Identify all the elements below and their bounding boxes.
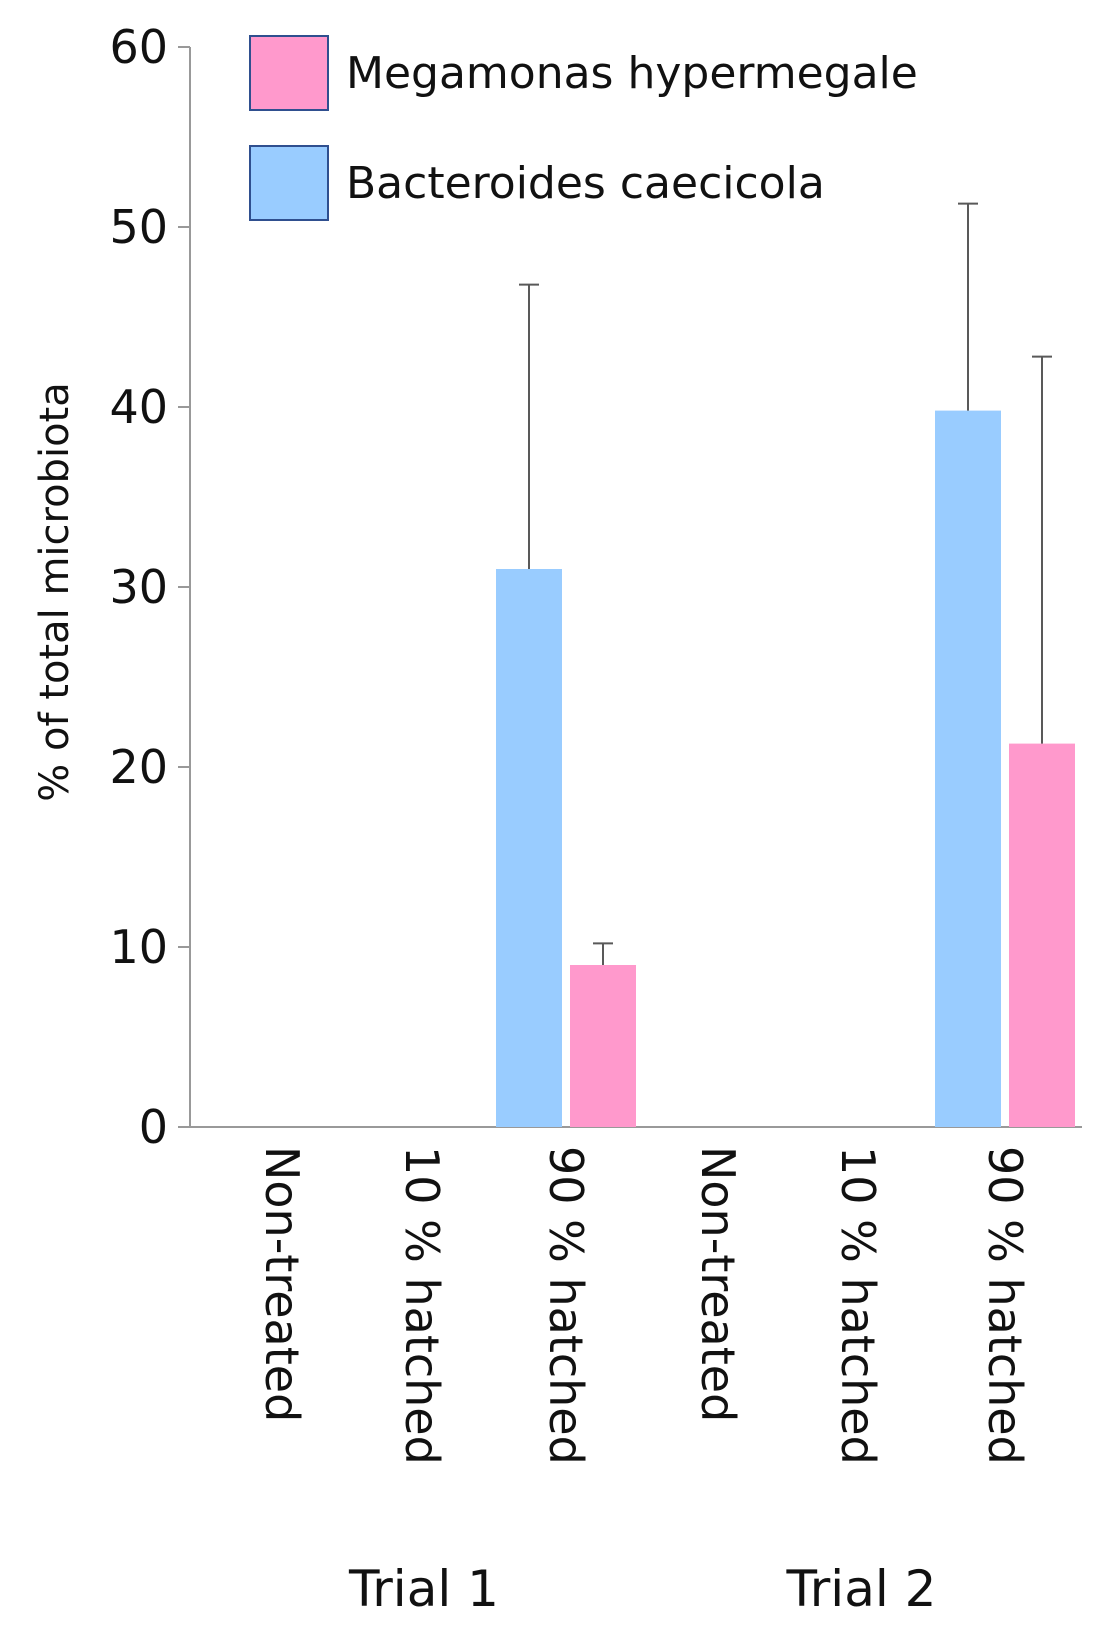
y-axis-label: % of total microbiota xyxy=(32,382,78,801)
x-axis-category-labels: Non-treated 10 % hatched 90 % hatched Non-t… xyxy=(255,1146,1032,1465)
error-bars xyxy=(519,202,1052,965)
bars xyxy=(496,410,1075,1128)
x-category-label: 10 % hatched xyxy=(831,1146,885,1465)
x-category-label: 90 % hatched xyxy=(539,1146,593,1465)
y-tick-label: 30 xyxy=(109,560,168,614)
y-tick-label: 20 xyxy=(109,740,168,794)
x-group-label: Trial 2 xyxy=(786,1560,937,1618)
x-category-label: Non-treated xyxy=(691,1146,745,1422)
bar-megamonas-hypermegale xyxy=(1009,743,1075,1127)
legend-swatch xyxy=(249,145,329,221)
legend-swatch xyxy=(249,35,329,111)
bar-bacteroides-caecicola xyxy=(496,569,562,1127)
x-category-label: 90 % hatched xyxy=(978,1146,1032,1465)
y-tick-label: 60 xyxy=(109,20,168,74)
legend-label: Bacteroides caecicola xyxy=(346,158,825,209)
x-axis-group-labels: Trial 1 Trial 2 xyxy=(348,1560,936,1618)
bar-bacteroides-caecicola xyxy=(935,410,1001,1128)
y-axis: 0 10 20 30 40 50 60 xyxy=(109,20,1082,1154)
x-category-label: Non-treated xyxy=(255,1146,309,1422)
y-tick-label: 50 xyxy=(109,200,168,254)
legend: Megamonas hypermegale Bacteroides caecico… xyxy=(249,35,918,221)
legend-label: Megamonas hypermegale xyxy=(346,48,918,99)
y-tick-label: 40 xyxy=(109,380,168,434)
x-category-label: 10 % hatched xyxy=(395,1146,449,1465)
bar-megamonas-hypermegale xyxy=(570,965,636,1127)
y-tick-label: 0 xyxy=(139,1100,168,1154)
y-tick-label: 10 xyxy=(109,920,168,974)
x-group-label: Trial 1 xyxy=(348,1560,499,1618)
